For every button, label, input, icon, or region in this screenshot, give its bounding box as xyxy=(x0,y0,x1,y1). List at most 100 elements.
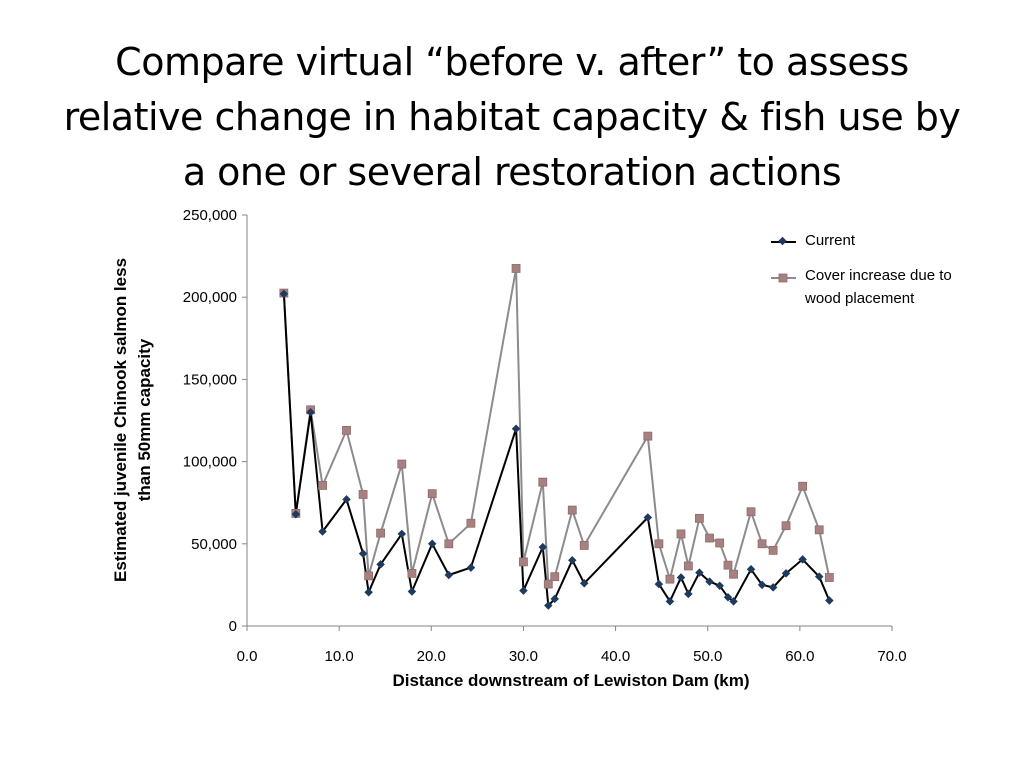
x-tick-label: 70.0 xyxy=(877,648,906,665)
data-point-current xyxy=(723,592,733,602)
data-point-wood xyxy=(342,425,351,435)
data-point-current xyxy=(427,539,437,549)
data-point-wood xyxy=(579,541,589,550)
data-point-wood xyxy=(397,459,407,469)
data-point-wood xyxy=(824,573,834,582)
data-point-wood xyxy=(376,528,386,538)
data-point-current xyxy=(291,509,301,519)
data-point-wood xyxy=(746,507,756,517)
data-point-current xyxy=(342,495,351,504)
data-point-current xyxy=(550,594,559,604)
data-point-wood xyxy=(444,539,454,549)
data-point-current xyxy=(397,529,407,539)
data-point-wood xyxy=(427,489,437,499)
data-point-current xyxy=(695,568,704,577)
data-point-wood xyxy=(538,477,548,487)
data-point-wood xyxy=(683,561,693,571)
series-line-wood xyxy=(282,267,831,586)
y-tick-label: 50,000 xyxy=(191,536,237,553)
legend-label-wood-line-1: Cover increase due to xyxy=(805,267,952,284)
data-point-current xyxy=(746,565,756,574)
data-point-wood xyxy=(723,560,733,570)
legend-item-wood: Cover increase due to wood placement xyxy=(771,267,956,307)
series-line-current xyxy=(282,293,831,607)
data-point-current xyxy=(825,596,834,605)
data-point-current xyxy=(757,580,767,590)
data-point-current xyxy=(798,555,807,564)
data-point-current xyxy=(715,581,724,590)
data-point-wood xyxy=(407,568,417,578)
data-point-wood xyxy=(768,545,778,555)
x-tick-label: 20.0 xyxy=(417,648,446,665)
data-point-current xyxy=(643,513,653,522)
legend-marker-wood xyxy=(778,273,788,283)
data-point-current xyxy=(306,408,315,417)
data-point-current xyxy=(654,579,664,589)
slide-title-line-3: a one or several restoration actions xyxy=(182,150,842,195)
data-point-wood xyxy=(643,431,653,441)
slide-title-line-1: Compare virtual “before v. after” to ass… xyxy=(115,40,909,85)
chart-legend: Current Cover increase due to wood place… xyxy=(771,232,956,307)
data-point-current xyxy=(676,573,686,582)
data-point-wood xyxy=(814,525,824,535)
data-point-current xyxy=(705,577,714,586)
x-tick-label: 40.0 xyxy=(601,648,630,665)
data-point-current xyxy=(768,583,778,592)
data-point-wood xyxy=(781,521,791,531)
y-tick-label: 0 xyxy=(229,618,237,635)
data-point-current xyxy=(665,597,675,606)
data-point-wood xyxy=(729,569,738,579)
x-tick-label: 30.0 xyxy=(509,648,538,665)
slide-title-line-2: relative change in habitat capacity & fi… xyxy=(63,95,961,140)
chart-axes: 0 50,000 100,000 150,000 200,000 250,000 0.0 10… xyxy=(183,207,907,665)
slide-title: Compare virtual “before v. after” to ass… xyxy=(20,35,1004,200)
y-tick-label: 150,000 xyxy=(183,371,237,388)
data-point-current xyxy=(318,527,327,536)
data-point-wood xyxy=(676,529,686,539)
legend-label-wood: Cover increase due to wood placement xyxy=(804,267,956,307)
data-point-wood xyxy=(519,557,528,567)
data-point-current xyxy=(814,572,824,581)
data-point-wood xyxy=(364,571,374,581)
data-point-current xyxy=(519,586,528,595)
data-point-current xyxy=(544,601,553,610)
data-point-current xyxy=(684,589,693,599)
data-point-wood xyxy=(654,539,664,549)
x-tick-label: 60.0 xyxy=(785,648,814,665)
data-point-wood xyxy=(798,481,808,491)
data-point-wood xyxy=(550,572,560,582)
legend-marker-current xyxy=(778,236,787,246)
data-point-wood xyxy=(543,579,553,589)
data-point-wood xyxy=(757,539,767,549)
data-point-wood xyxy=(665,574,675,584)
data-point-current xyxy=(781,569,791,578)
data-point-current xyxy=(580,579,589,588)
data-point-wood xyxy=(511,264,521,273)
y-axis-title-line-1: Estimated juvenile Chinook salmon less xyxy=(111,258,130,582)
data-point-wood xyxy=(695,513,704,523)
legend-label-wood-line-2: wood placement xyxy=(804,290,915,307)
x-tick-label: 0.0 xyxy=(237,648,258,665)
legend-label-current: Current xyxy=(805,232,856,249)
data-point-current xyxy=(364,588,373,597)
y-tick-label: 200,000 xyxy=(183,289,237,306)
legend-item-current: Current xyxy=(771,232,856,249)
series-markers xyxy=(279,264,834,610)
data-point-wood xyxy=(567,505,577,515)
data-point-current xyxy=(466,563,476,572)
data-point-current xyxy=(376,560,385,569)
data-point-current xyxy=(568,555,577,565)
data-point-wood xyxy=(705,533,714,543)
data-point-current xyxy=(511,424,521,433)
y-tick-label: 250,000 xyxy=(183,207,237,224)
data-point-wood xyxy=(318,481,327,490)
y-tick-label: 100,000 xyxy=(183,454,237,471)
y-axis-title: Estimated juvenile Chinook salmon less t… xyxy=(111,258,154,582)
x-tick-label: 50.0 xyxy=(693,648,722,665)
data-point-wood xyxy=(715,538,725,548)
data-point-current xyxy=(407,587,417,596)
y-axis-title-line-2: than 50mm capacity xyxy=(135,338,154,501)
data-point-current xyxy=(279,289,289,299)
